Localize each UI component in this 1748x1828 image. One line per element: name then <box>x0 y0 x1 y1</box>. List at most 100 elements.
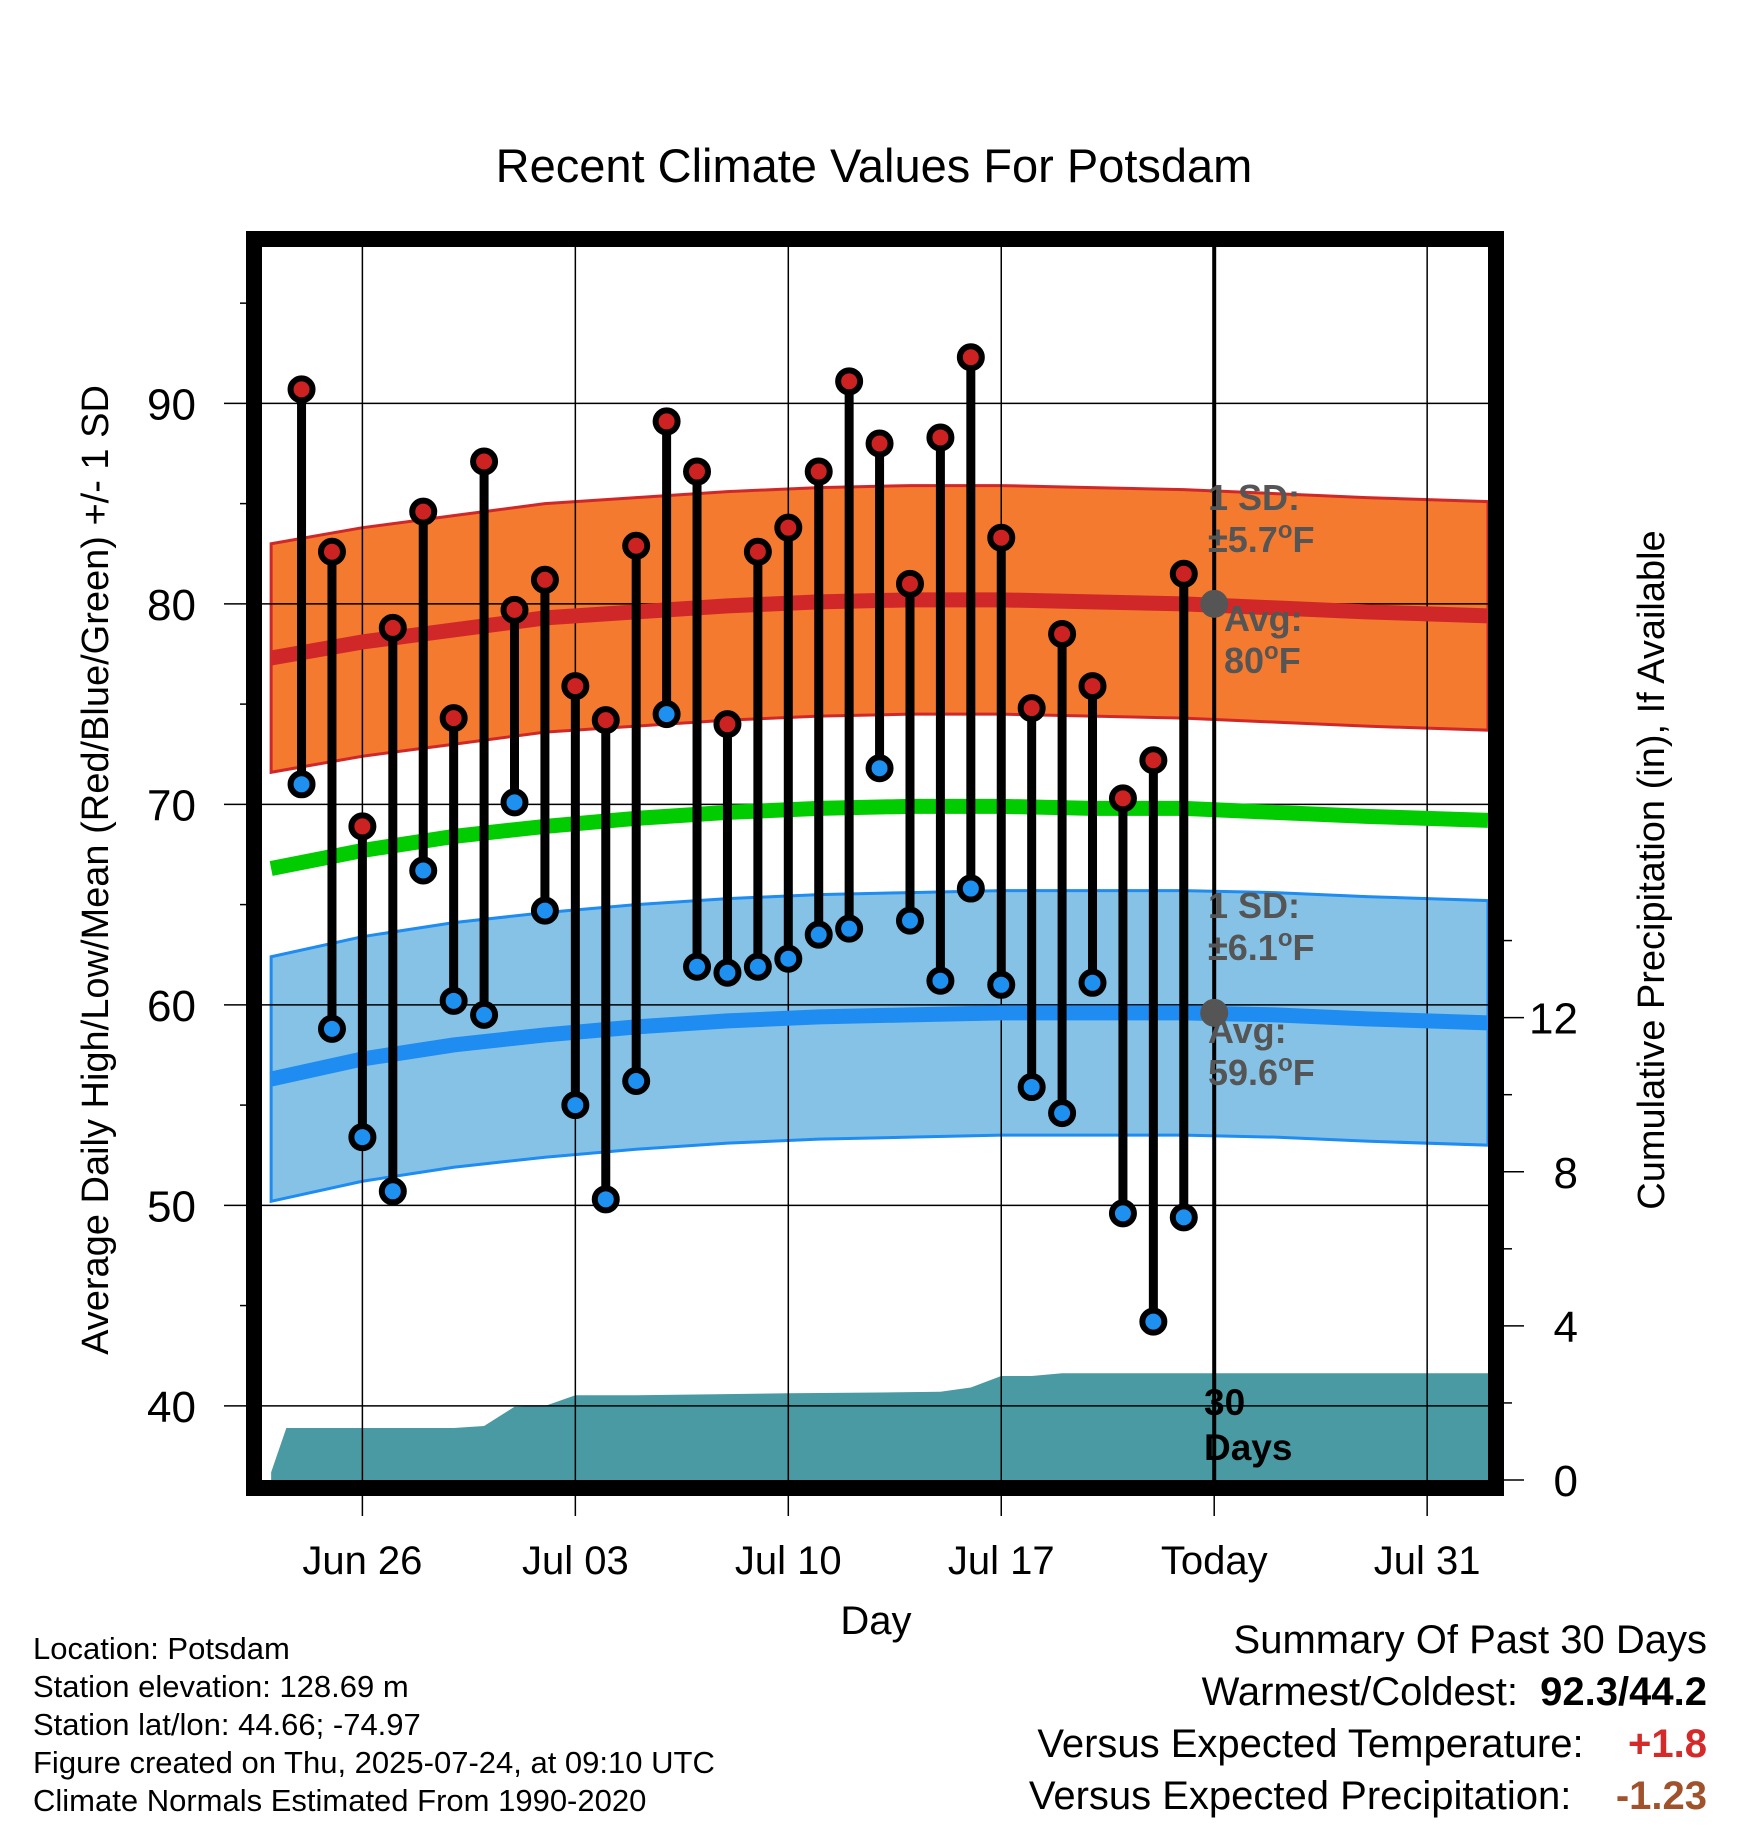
summary-title: Summary Of Past 30 Days <box>1233 1618 1707 1662</box>
today-high-normal-marker <box>1200 589 1229 618</box>
daily-low-point <box>439 986 468 1015</box>
daily-low-point <box>530 896 559 925</box>
daily-low-point <box>987 970 1016 999</box>
daily-low-point <box>348 1123 377 1152</box>
temp-value: +1.8 <box>1628 1722 1707 1766</box>
daily-high-point <box>1108 784 1137 813</box>
daily-high-point <box>317 537 346 566</box>
normal-low-line <box>269 1005 1489 1087</box>
daily-high-point <box>956 343 985 372</box>
daily-high-point <box>987 523 1016 552</box>
daily-high-point <box>591 706 620 735</box>
daily-dots <box>287 343 1198 1336</box>
y-tick-label: 90 <box>147 380 196 429</box>
y-tick-label: 60 <box>147 982 196 1031</box>
high-avg-value: 80oF <box>1224 638 1301 681</box>
summary-warmest-coldest: Warmest/Coldest: 92.3/44.2 <box>1202 1670 1707 1715</box>
normal-mean-line <box>269 798 1489 876</box>
low-avg-label: Avg: <box>1208 1010 1287 1051</box>
meta-created: Figure created on Thu, 2025-07-24, at 09… <box>33 1745 715 1780</box>
daily-low-point <box>409 856 438 885</box>
high-sd-value: ±5.7oF <box>1208 517 1314 560</box>
daily-high-point <box>378 613 407 642</box>
daily-low-point <box>317 1014 346 1043</box>
daily-high-point <box>774 513 803 542</box>
precip-value: -1.23 <box>1615 1774 1707 1818</box>
x-tick-label: Jun 26 <box>302 1539 422 1583</box>
x-tick-label: Today <box>1161 1539 1268 1583</box>
y2-tick-label: 12 <box>1529 995 1578 1044</box>
x-tick-label: Jul 17 <box>948 1539 1055 1583</box>
daily-high-point <box>561 672 590 701</box>
daily-low-point <box>1169 1203 1198 1232</box>
precipitation-fill <box>271 1373 1488 1480</box>
daily-high-point <box>926 423 955 452</box>
normal-high-line <box>269 592 1489 666</box>
x-tick-label: Jul 31 <box>1374 1539 1481 1583</box>
x-axis-label: Day <box>840 1599 911 1643</box>
y-axis-label: Average Daily High/Low/Mean (Red/Blue/Gr… <box>75 385 117 1355</box>
daily-high-point <box>470 447 499 476</box>
plot-frame <box>246 231 1504 1496</box>
daily-low-point <box>1139 1307 1168 1336</box>
warmest-coldest-value: 92.3/44.2 <box>1540 1670 1707 1714</box>
precip-days-label: Days <box>1204 1427 1292 1468</box>
daily-low-point <box>865 754 894 783</box>
low-sd-label: 1 SD: <box>1208 885 1300 926</box>
daily-low-point <box>287 770 316 799</box>
daily-low-point <box>470 1000 499 1029</box>
daily-low-point <box>774 944 803 973</box>
daily-high-point <box>713 710 742 739</box>
daily-high-point <box>743 537 772 566</box>
daily-low-point <box>1078 968 1107 997</box>
daily-high-point <box>895 569 924 598</box>
daily-low-point <box>743 952 772 981</box>
daily-low-point <box>652 700 681 729</box>
daily-high-point <box>1017 694 1046 723</box>
meta-latlon: Station lat/lon: 44.66; -74.97 <box>33 1707 421 1742</box>
y-tick-label: 50 <box>147 1182 196 1231</box>
daily-low-point <box>683 952 712 981</box>
daily-low-point <box>926 966 955 995</box>
precipitation-area <box>271 1373 1488 1480</box>
daily-high-point <box>439 704 468 733</box>
daily-low-point <box>561 1091 590 1120</box>
y2-tick-label: 0 <box>1554 1457 1578 1506</box>
daily-high-point <box>348 812 377 841</box>
low-avg-value: 59.6oF <box>1208 1050 1315 1093</box>
daily-high-point <box>409 497 438 526</box>
warmest-coldest-label: Warmest/Coldest: <box>1201 1670 1518 1714</box>
meta-location: Location: Potsdam <box>33 1631 290 1666</box>
low-sd-value: ±6.1oF <box>1208 925 1314 968</box>
daily-high-point <box>1169 559 1198 588</box>
daily-low-point <box>622 1067 651 1096</box>
daily-high-point <box>1048 619 1077 648</box>
daily-high-point <box>500 595 529 624</box>
precip-label: Versus Expected Precipitation: <box>1028 1774 1572 1818</box>
daily-low-point <box>1048 1099 1077 1128</box>
axes: 40 50 60 70 80 90 0 4 8 12 Jun 26 Jul 03 Jul 10 Jul 1… <box>147 302 1578 1583</box>
daily-high-point <box>1078 672 1107 701</box>
x-tick-label: Jul 10 <box>735 1539 842 1583</box>
today-low-normal-marker <box>1200 998 1229 1027</box>
daily-low-point <box>895 906 924 935</box>
high-sd-label: 1 SD: <box>1208 477 1300 518</box>
daily-high-point <box>1139 746 1168 775</box>
daily-high-point <box>652 407 681 436</box>
normal-lines <box>269 592 1489 1087</box>
y-tick-label: 70 <box>147 781 196 830</box>
high-avg-label: Avg: <box>1224 598 1303 639</box>
daily-low-point <box>956 874 985 903</box>
summary-precip: Versus Expected Precipitation: -1.23 <box>1029 1774 1707 1819</box>
y-tick-label: 80 <box>147 581 196 630</box>
chart-title: Recent Climate Values For Potsdam <box>496 139 1253 192</box>
y2-tick-label: 8 <box>1554 1149 1578 1198</box>
y-tick-label: 40 <box>147 1383 196 1432</box>
daily-high-point <box>622 531 651 560</box>
daily-high-point <box>287 375 316 404</box>
daily-low-point <box>378 1177 407 1206</box>
daily-low-point <box>804 920 833 949</box>
daily-high-point <box>835 367 864 396</box>
